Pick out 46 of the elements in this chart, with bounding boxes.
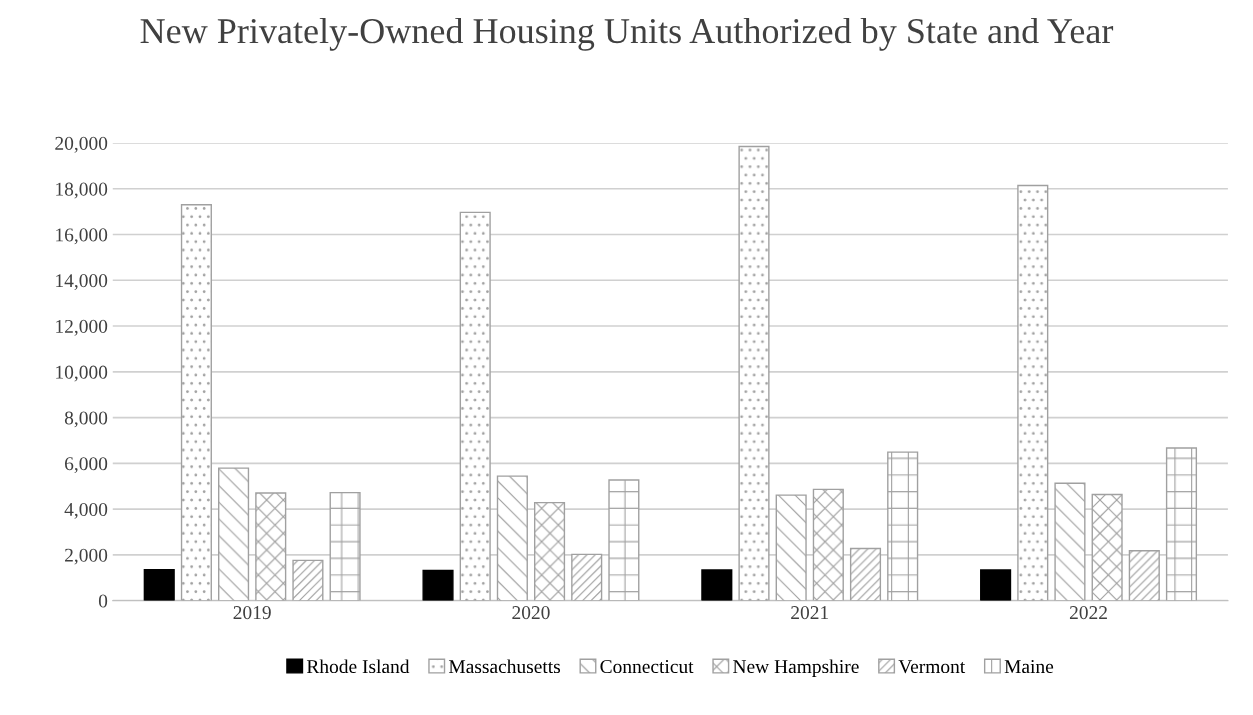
bar [255, 492, 287, 601]
bar [980, 569, 1012, 601]
bar [1128, 550, 1160, 601]
y-tick-label: 14,000 [56, 274, 108, 291]
bar [571, 553, 603, 601]
bar [1054, 482, 1086, 601]
bar [459, 211, 491, 601]
bar [608, 479, 640, 601]
x-tick-label: 2022 [1069, 606, 1107, 620]
legend-label: New Hampshire [733, 659, 859, 678]
bar [887, 451, 919, 601]
x-tick-label: 2020 [512, 606, 550, 620]
bar [218, 467, 250, 601]
y-tick-label: 0 [98, 594, 108, 608]
bar [1165, 447, 1198, 601]
y-tick-label: 12,000 [56, 319, 108, 336]
legend-label: Massachusetts [448, 659, 561, 674]
x-tick-label: 2021 [791, 606, 829, 620]
bar [292, 559, 324, 601]
x-tick-label: 2019 [233, 606, 271, 620]
y-tick-label: 2,000 [65, 548, 108, 565]
bar [1091, 493, 1123, 601]
y-tick-label: 4,000 [64, 502, 108, 519]
legend-label: Maine [1004, 660, 1054, 674]
y-tick-label: 6,000 [64, 457, 108, 474]
y-tick-label: 18,000 [56, 182, 108, 199]
y-tick-label: 8,000 [64, 411, 108, 428]
bar [1017, 184, 1049, 601]
legend-label: Rhode Island [306, 659, 410, 674]
bar [143, 569, 175, 601]
legend-label: Vermont [898, 660, 966, 674]
bar [775, 494, 807, 601]
bar [180, 204, 212, 601]
y-tick-label: 10,000 [56, 365, 108, 382]
legend-label: Connecticut [600, 660, 694, 674]
bar [701, 569, 733, 601]
bar [533, 501, 566, 601]
y-tick-label: 16,000 [56, 228, 108, 245]
bar [738, 145, 770, 601]
bar [849, 547, 882, 601]
bar [329, 491, 361, 601]
bar [496, 475, 528, 601]
chart-title: New Privately-Owned Housing Units Authorized by State and Year [140, 17, 1114, 51]
y-tick-label: 20,000 [55, 136, 108, 153]
bar [422, 569, 454, 601]
bar [812, 488, 844, 601]
